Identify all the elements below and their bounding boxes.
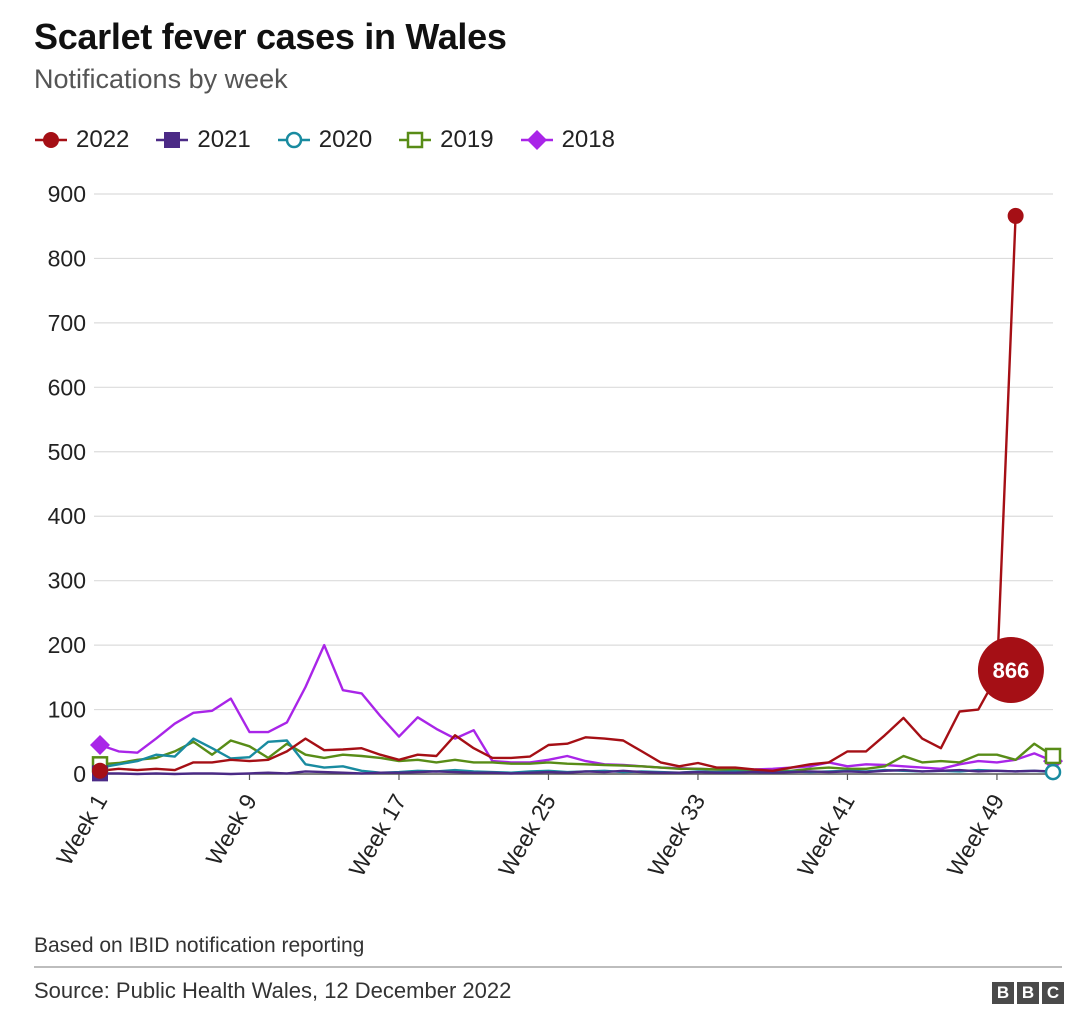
series-marker-2022 xyxy=(92,762,108,779)
peak-annotation-label: 866 xyxy=(993,658,1030,683)
y-tick-label: 800 xyxy=(48,245,86,271)
y-tick-label: 600 xyxy=(48,374,86,400)
annotation-layer: 866 xyxy=(977,637,1044,704)
legend-swatch-2020 xyxy=(277,131,310,149)
legend-item-2022: 2022 xyxy=(34,126,129,154)
series-layer xyxy=(99,215,1054,776)
legend-marker xyxy=(526,130,547,150)
y-tick-label: 700 xyxy=(48,310,86,336)
x-tick-label: Week 17 xyxy=(344,790,412,881)
bbc-logo: B B C xyxy=(992,982,1064,1004)
legend-label: 2022 xyxy=(76,126,130,153)
series-marker-2019 xyxy=(1044,747,1062,765)
series-line-2019 xyxy=(99,739,1054,772)
grid-layer: 0 100 200 300 400 500 600 700 800 900 Week 1 Week 9… xyxy=(48,181,1053,881)
x-tick-label: Week 9 xyxy=(201,790,262,870)
legend-swatch-2021 xyxy=(156,132,189,148)
bbc-logo-letter-1: B xyxy=(992,982,1014,1004)
legend-swatch-2018 xyxy=(520,130,553,150)
legend-label: 2020 xyxy=(318,126,373,153)
y-tick-label: 100 xyxy=(48,697,86,723)
series-marker-2020 xyxy=(1044,763,1062,781)
x-tick-label: Week 25 xyxy=(493,790,561,881)
peak-annotation-bubble xyxy=(977,637,1044,704)
bbc-logo-letter-2: B xyxy=(1017,982,1039,1004)
legend-item-2019: 2019 xyxy=(398,126,494,154)
legend-swatch-2019 xyxy=(399,131,432,149)
y-tick-label: 500 xyxy=(48,439,86,465)
x-tick-label: Week 1 xyxy=(51,790,112,870)
legend-swatch-2022 xyxy=(35,132,67,148)
series-marker-2022 xyxy=(1007,207,1024,224)
footer-divider xyxy=(34,966,1062,968)
legend-item-2018: 2018 xyxy=(520,126,615,154)
series-line-2021 xyxy=(100,768,1054,776)
legend-label: 2021 xyxy=(197,126,251,153)
line-chart: 0 100 200 300 400 500 600 700 800 900 Week 1 Week 9… xyxy=(48,181,1063,881)
chart-subtitle: Notifications by week xyxy=(34,64,288,94)
chart-title: Scarlet fever cases in Wales xyxy=(34,16,507,57)
x-tick-label: Week 49 xyxy=(942,790,1010,881)
legend-item-2021: 2021 xyxy=(155,126,251,154)
series-marker-2018 xyxy=(90,735,110,755)
footnote: Based on IBID notification reporting xyxy=(34,934,365,957)
y-tick-label: 200 xyxy=(48,632,86,658)
y-tick-label: 900 xyxy=(48,181,86,207)
y-tick-label: 300 xyxy=(48,568,86,594)
legend: 2022 2021 2020 2019 2018 xyxy=(34,124,615,156)
legend-marker xyxy=(285,131,303,149)
series-line-2018 xyxy=(99,643,1054,772)
series-line-2022 xyxy=(99,215,1017,772)
marker-layer xyxy=(90,207,1063,782)
x-tick-label: Week 33 xyxy=(643,790,711,881)
legend-label: 2018 xyxy=(561,126,615,153)
y-tick-label: 0 xyxy=(73,761,86,787)
source-text: Source: Public Health Wales, 12 December… xyxy=(34,978,512,1003)
legend-item-2020: 2020 xyxy=(277,126,372,154)
legend-marker xyxy=(43,132,59,148)
legend-marker xyxy=(406,131,424,149)
bbc-logo-letter-3: C xyxy=(1042,982,1064,1004)
y-tick-label: 400 xyxy=(48,503,86,529)
legend-marker xyxy=(164,132,181,148)
legend-label: 2019 xyxy=(440,126,494,153)
x-tick-label: Week 41 xyxy=(792,790,860,881)
